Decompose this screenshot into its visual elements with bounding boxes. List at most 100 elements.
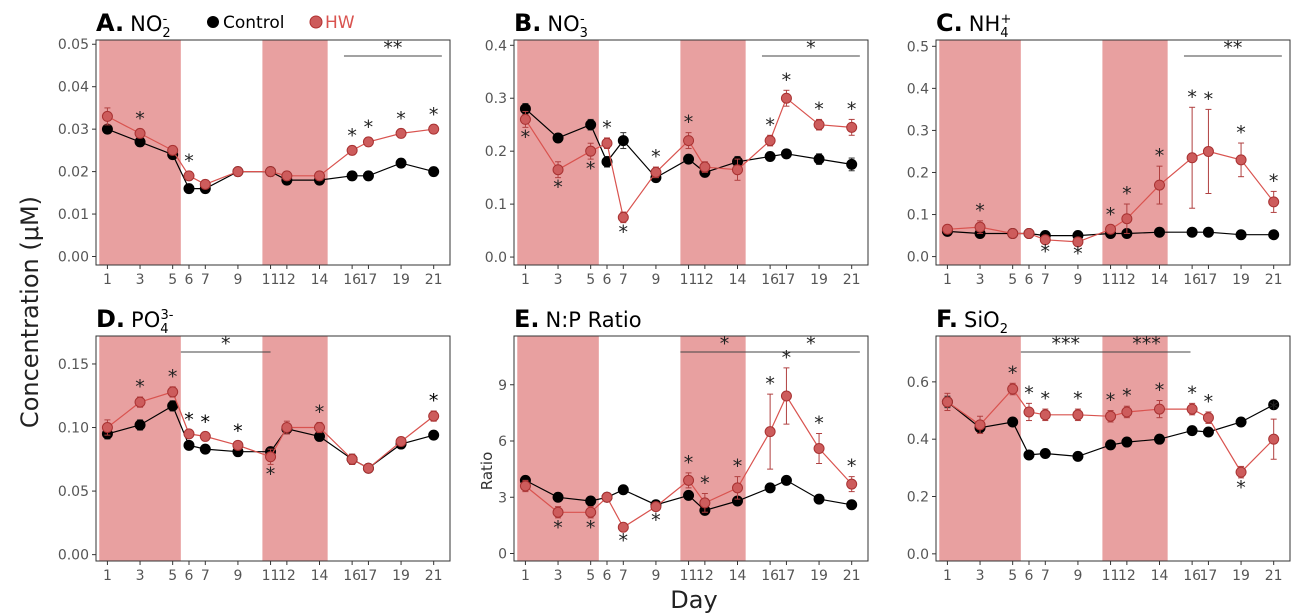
panel-f-significance-star: * bbox=[1269, 398, 1279, 420]
legend-marker-hw bbox=[309, 15, 323, 29]
panel-c-xtick-label: 19 bbox=[1232, 272, 1250, 288]
panel-e-xtick-label: 3 bbox=[554, 568, 563, 584]
panel-c-series-control-point bbox=[1235, 229, 1247, 241]
panel-f-xtick-label: 7 bbox=[1041, 568, 1050, 584]
panel-e-series-control-point bbox=[683, 489, 695, 501]
panel-b-series-control-point bbox=[764, 150, 776, 162]
panel-f-series-control-point bbox=[1121, 436, 1133, 448]
panel-c-series-hw-point bbox=[1235, 154, 1247, 166]
panel-d-series-hw-point bbox=[313, 422, 325, 434]
panel-a-xtick-label: 21 bbox=[425, 272, 443, 288]
panel-e-series-hw-point bbox=[650, 501, 662, 513]
panel-e-series-hw-point bbox=[585, 506, 597, 518]
panel-d-series-hw-point bbox=[167, 386, 179, 398]
panel-d-xtick-label: 21 bbox=[425, 568, 443, 584]
panel-d-significance-star: * bbox=[168, 366, 178, 388]
panel-a-series-control-point bbox=[101, 123, 113, 135]
panel-a-xtick-label: 9 bbox=[233, 272, 242, 288]
panel-f-series-control-point bbox=[1268, 399, 1280, 411]
panel-b-significance-star: * bbox=[814, 98, 824, 120]
panel-a-series-hw-point bbox=[183, 170, 195, 182]
panel-b-title-letter: B. bbox=[514, 9, 541, 37]
panel-a-series-hw-point bbox=[428, 123, 440, 135]
panel-d-significance-star: * bbox=[233, 421, 243, 443]
panel-b-xtick-label: 3 bbox=[554, 272, 563, 288]
panel-b-series-control-point bbox=[617, 135, 629, 147]
panel-a-series-control-point bbox=[362, 170, 374, 182]
panel-b-series-hw-point bbox=[813, 119, 825, 131]
panel-a-xtick-label: 16 bbox=[343, 272, 361, 288]
panel-e-series-control-point bbox=[813, 493, 825, 505]
panel-f-significance-star: * bbox=[1024, 382, 1034, 404]
panel-d-series-hw-point bbox=[134, 396, 146, 408]
panel-e-ytick-label: 3 bbox=[498, 490, 507, 506]
panel-e-xtick-label: 12 bbox=[696, 568, 714, 584]
panel-b-series-hw-point bbox=[650, 166, 662, 178]
panel-e-xtick-label: 1 bbox=[521, 568, 530, 584]
panel-e-xtick-label: 11 bbox=[680, 568, 698, 584]
panel-a-series-control-point bbox=[395, 157, 407, 169]
panel-d-series-hw-point bbox=[183, 428, 195, 440]
panel-e-significance-star: * bbox=[700, 473, 710, 495]
panel-d-xtick-label: 17 bbox=[360, 568, 378, 584]
panel-b-xtick-label: 21 bbox=[843, 272, 861, 288]
panel-f-series-hw-point bbox=[1023, 406, 1035, 418]
panel-a-series-hw-point bbox=[199, 178, 211, 190]
panel-f-series-hw-point bbox=[1202, 412, 1214, 424]
panel-a-ytick-label: 0.03 bbox=[58, 122, 89, 138]
panel-d-xtick-label: 12 bbox=[278, 568, 296, 584]
panel-e-heatwave-band bbox=[517, 336, 599, 561]
panel-c-series-hw-point bbox=[1105, 223, 1117, 235]
panel-c-ytick-label: 0.0 bbox=[907, 250, 929, 266]
panel-f-series-control-point bbox=[1007, 416, 1019, 428]
panel-c-series-hw-point bbox=[1153, 179, 1165, 191]
panel-b-series-control-point bbox=[601, 156, 613, 168]
panel-e-series-hw-point bbox=[601, 491, 613, 503]
panel-c-xtick-label: 12 bbox=[1118, 272, 1136, 288]
panel-f-series-hw-point bbox=[1235, 466, 1247, 478]
panel-a-xtick-label: 6 bbox=[185, 272, 194, 288]
panel-c-series-hw-point bbox=[974, 221, 986, 233]
panel-f-series-hw-point bbox=[1072, 409, 1084, 421]
panel-a-ytick-label: 0.01 bbox=[58, 207, 89, 223]
panel-b-series-hw-point bbox=[780, 92, 792, 104]
panel-f-series-hw-point bbox=[1121, 406, 1133, 418]
panel-a-ytick-label: 0.02 bbox=[58, 165, 89, 181]
panel-a-title-subscript: 2 bbox=[162, 26, 170, 41]
panel-b-significance-star: * bbox=[765, 114, 775, 136]
panel-b-title-superscript: - bbox=[580, 12, 585, 27]
panel-a-series-hw-point bbox=[134, 127, 146, 139]
panel-c-significance-star: * bbox=[1155, 145, 1165, 167]
panel-f-ytick-label: 0.4 bbox=[907, 432, 929, 448]
panel-e-xtick-label: 16 bbox=[761, 568, 779, 584]
panel-c-title: C. NH4+ bbox=[936, 9, 1011, 41]
panel-f-title: F. SiO2 bbox=[936, 305, 1008, 337]
panel-b-title-text: NO bbox=[547, 12, 579, 36]
panel-a-xtick-label: 12 bbox=[278, 272, 296, 288]
panel-f-xtick-label: 9 bbox=[1073, 568, 1082, 584]
panel-b-series-hw-point bbox=[519, 113, 531, 125]
panel-a-xtick-label: 17 bbox=[360, 272, 378, 288]
panel-e-significance-star: * bbox=[847, 456, 857, 478]
panel-b-xtick-label: 19 bbox=[810, 272, 828, 288]
panel-a-xtick-label: 1 bbox=[103, 272, 112, 288]
panel-d-series-hw-point bbox=[395, 436, 407, 448]
panel-a-ytick-label: 0.05 bbox=[58, 37, 89, 53]
panel-b-significance-bar-label: * bbox=[806, 37, 816, 59]
panel-e-xtick-label: 5 bbox=[586, 568, 595, 584]
panel-f-frame bbox=[935, 335, 1291, 562]
panel-e-title-text: N:P Ratio bbox=[546, 308, 642, 332]
panel-d-series-control-point bbox=[183, 439, 195, 451]
panel-b-significance-star: * bbox=[602, 117, 612, 139]
panel-f-series-hw-point bbox=[974, 419, 986, 431]
panel-d-significance-bar-label: * bbox=[221, 333, 231, 355]
panel-f-series-control-point bbox=[1039, 448, 1051, 460]
panel-d-heatwave-band bbox=[99, 336, 181, 561]
panel-a-title-letter: A. bbox=[96, 9, 124, 37]
panel-f-significance-star: * bbox=[1122, 385, 1132, 407]
legend: Control HW bbox=[207, 13, 355, 33]
panel-f-series-hw-point bbox=[1007, 383, 1019, 395]
